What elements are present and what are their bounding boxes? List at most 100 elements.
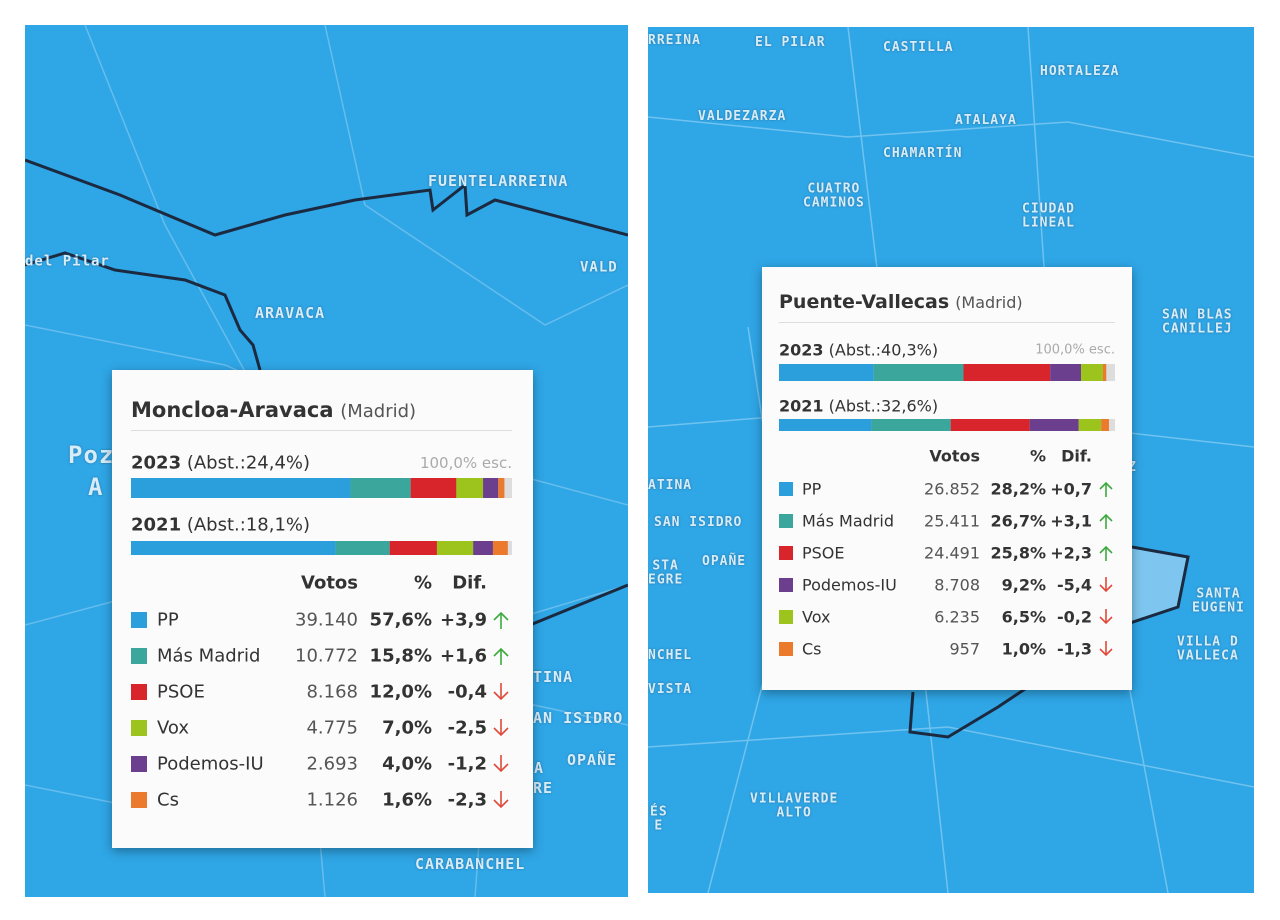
column-header: Votos	[929, 446, 980, 466]
bar-segment	[473, 541, 493, 555]
difference: -5,4	[1057, 575, 1092, 595]
difference: +0,7	[1050, 479, 1092, 499]
party-swatch	[779, 546, 793, 560]
map-label: ATALAYA	[955, 112, 1017, 128]
year: 2023	[131, 452, 182, 474]
bar-segment	[779, 364, 874, 381]
votes: 8.708	[934, 575, 980, 595]
percentage: 15,8%	[369, 645, 432, 667]
map-label: CUATRO CAMINOS	[803, 181, 865, 211]
map-label: VILLAVERDE ALTO	[750, 791, 839, 821]
map-label: SAN BLAS CANILLEJ	[1162, 307, 1233, 337]
region: (Madrid)	[340, 401, 417, 422]
map-label: SANTA EUGENI	[1192, 586, 1245, 616]
party-name: Podemos-IU	[157, 753, 264, 775]
abstention: (Abst.:40,3%)	[828, 340, 939, 360]
scrutiny: 100,0% esc.	[1035, 342, 1115, 358]
bar-segment	[498, 478, 505, 498]
bar-segment	[131, 541, 336, 555]
votes: 10.772	[295, 645, 358, 667]
column-header: Dif.	[1061, 446, 1092, 466]
votes: 4.775	[306, 717, 358, 739]
trend-down-icon	[1099, 609, 1113, 625]
map-label: RE	[533, 778, 554, 797]
difference: -0,4	[447, 681, 487, 703]
bar-segment	[483, 478, 499, 498]
party-swatch	[131, 720, 147, 736]
map-label: ÉS E	[650, 804, 668, 834]
map-label: CHAMARTÍN	[883, 145, 963, 161]
party-name: Vox	[802, 607, 831, 627]
percentage: 26,7%	[990, 511, 1046, 531]
party-swatch	[779, 482, 793, 496]
trend-up-icon	[493, 611, 509, 629]
difference: -1,2	[447, 753, 487, 775]
trend-up-icon	[1099, 481, 1113, 497]
votes: 8.168	[306, 681, 358, 703]
stacked-bar	[131, 478, 512, 498]
bar-segment	[871, 419, 951, 431]
trend-down-icon	[1099, 641, 1113, 657]
trend-down-icon	[493, 791, 509, 809]
map-label: A	[88, 472, 104, 501]
column-header: Votos	[301, 572, 358, 594]
difference: -0,2	[1057, 607, 1092, 627]
percentage: 12,0%	[369, 681, 432, 703]
map-label: STA EGRE	[648, 558, 684, 588]
trend-up-icon	[493, 647, 509, 665]
party-name: Cs	[157, 789, 179, 811]
difference: +1,6	[440, 645, 487, 667]
map-label: Poz	[68, 440, 115, 469]
difference: +2,3	[1050, 543, 1092, 563]
difference: -1,3	[1057, 639, 1092, 659]
party-name: Vox	[157, 717, 190, 739]
party-swatch	[779, 514, 793, 528]
trend-down-icon	[1099, 577, 1113, 593]
votes: 6.235	[934, 607, 980, 627]
party-name: PSOE	[157, 681, 205, 703]
map-panel[interactable]: FUENTELARREINA del Pilar VALD ARAVACA Poz A TI…	[25, 25, 628, 897]
party-name: Más Madrid	[157, 645, 261, 667]
column-header: %	[413, 572, 432, 594]
popup-title: Puente-Vallecas (Madrid)	[779, 291, 1023, 313]
popup: Moncloa-Aravaca (Madrid) 2023 (Abst.:24,4…	[112, 370, 533, 848]
percentage: 6,5%	[1001, 607, 1046, 627]
bar-segment	[1102, 364, 1107, 381]
bar-segment	[492, 541, 508, 555]
map-panel[interactable]: RREINA EL PILAR CASTILLA HORTALEZA VALDEZARZ…	[648, 27, 1254, 893]
year-label: 2021 (Abst.:18,1%)	[131, 515, 310, 536]
bar-segment	[1029, 419, 1079, 431]
party-swatch	[779, 610, 793, 624]
difference: +3,9	[440, 609, 487, 631]
map-label: OPAÑE	[702, 553, 747, 569]
party-name: Más Madrid	[802, 511, 894, 531]
bar-segment	[1101, 419, 1109, 431]
party-swatch	[131, 792, 147, 808]
title-rule	[779, 322, 1115, 323]
map-label: CIUDAD LINEAL	[1022, 201, 1075, 231]
votes: 39.140	[295, 609, 358, 631]
trend-down-icon	[493, 755, 509, 773]
map-label: HORTALEZA	[1040, 63, 1120, 79]
map-label: OPAÑE	[567, 750, 618, 769]
column-header: %	[1029, 446, 1046, 466]
popup: Puente-Vallecas (Madrid) 2023 (Abst.:40,3…	[762, 267, 1132, 690]
stacked-bar	[779, 364, 1115, 381]
party-swatch	[779, 642, 793, 656]
bar-segment	[950, 419, 1030, 431]
votes: 26.852	[924, 479, 980, 499]
bar-segment	[1078, 419, 1102, 431]
district-name: Moncloa-Aravaca	[131, 398, 334, 422]
year: 2023	[779, 340, 824, 360]
bar-segment	[131, 478, 351, 498]
bar-segment	[963, 364, 1051, 381]
map-label: NCHEL	[648, 647, 693, 663]
year-label: 2023 (Abst.:40,3%)	[779, 341, 938, 360]
year-label: 2021 (Abst.:32,6%)	[779, 397, 938, 416]
map-label: TINA	[533, 667, 574, 686]
column-header: Dif.	[452, 572, 487, 594]
party-swatch	[131, 684, 147, 700]
bar-segment	[389, 541, 437, 555]
difference: -2,5	[447, 717, 487, 739]
